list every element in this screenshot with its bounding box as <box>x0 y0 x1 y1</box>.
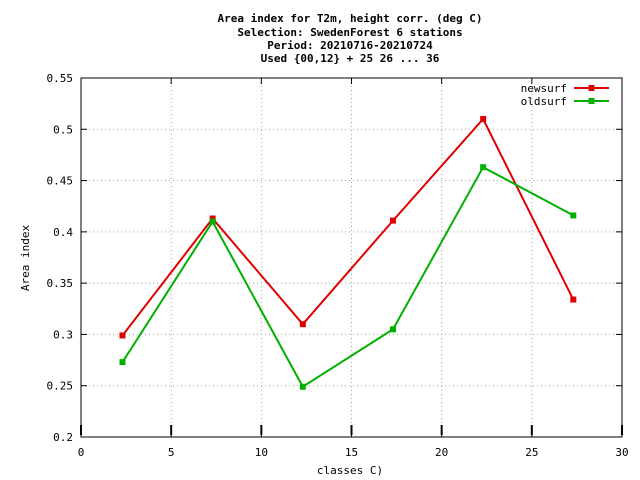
data-point-newsurf <box>480 116 487 123</box>
x-tick-label: 25 <box>525 446 538 459</box>
y-tick-label: 0.35 <box>47 277 74 290</box>
title-line-1: Area index for T2m, height corr. (deg C) <box>218 12 483 25</box>
y-tick-label: 0.5 <box>53 123 73 136</box>
plot-frame <box>80 77 623 438</box>
data-point-oldsurf <box>389 326 396 333</box>
x-axis-label: classes C) <box>317 464 383 477</box>
title-line-4: Used {00,12} + 25 26 ... 36 <box>261 52 440 65</box>
x-tick-label: 5 <box>168 446 175 459</box>
data-point-oldsurf <box>570 212 577 219</box>
data-point-newsurf <box>389 217 396 224</box>
data-point-newsurf <box>119 332 126 339</box>
y-tick-label: 0.55 <box>47 72 74 85</box>
data-point-oldsurf <box>209 218 216 225</box>
legend-marker-oldsurf <box>588 98 595 104</box>
legend-marker-newsurf <box>588 85 595 91</box>
legend-label-newsurf: newsurf <box>521 82 567 95</box>
series-line-oldsurf <box>121 165 574 389</box>
x-tick-label: 20 <box>435 446 448 459</box>
series <box>119 116 577 390</box>
y-tick-label: 0.45 <box>47 175 74 188</box>
grid <box>81 78 622 437</box>
chart-title: Area index for T2m, height corr. (deg C)… <box>218 12 483 65</box>
axes: 0.2 0.25 0.3 0.35 0.4 0.45 0.5 0.55 0 5 10 15 20 25 30 <box>47 72 629 459</box>
y-axis-label: Area index <box>19 225 32 292</box>
y-tick-label: 0.4 <box>53 226 73 239</box>
data-point-newsurf <box>209 215 216 222</box>
data-point-oldsurf <box>480 164 487 171</box>
y-tick-label: 0.2 <box>53 431 73 444</box>
title-line-3: Period: 20210716-20210724 <box>267 39 433 52</box>
title-line-2: Selection: SwedenForest 6 stations <box>237 26 462 39</box>
series-line-newsurf <box>121 117 575 337</box>
x-tick-label: 30 <box>615 446 628 459</box>
y-tick-label: 0.25 <box>47 380 74 393</box>
data-point-newsurf <box>570 296 577 303</box>
y-tick-label: 0.3 <box>53 328 73 341</box>
legend-label-oldsurf: oldsurf <box>521 95 567 108</box>
x-tick-label: 10 <box>255 446 268 459</box>
data-point-newsurf <box>299 321 306 328</box>
data-point-oldsurf <box>119 359 126 366</box>
data-point-oldsurf <box>299 383 306 390</box>
x-tick-label: 15 <box>345 446 358 459</box>
x-tick-label: 0 <box>78 446 85 459</box>
